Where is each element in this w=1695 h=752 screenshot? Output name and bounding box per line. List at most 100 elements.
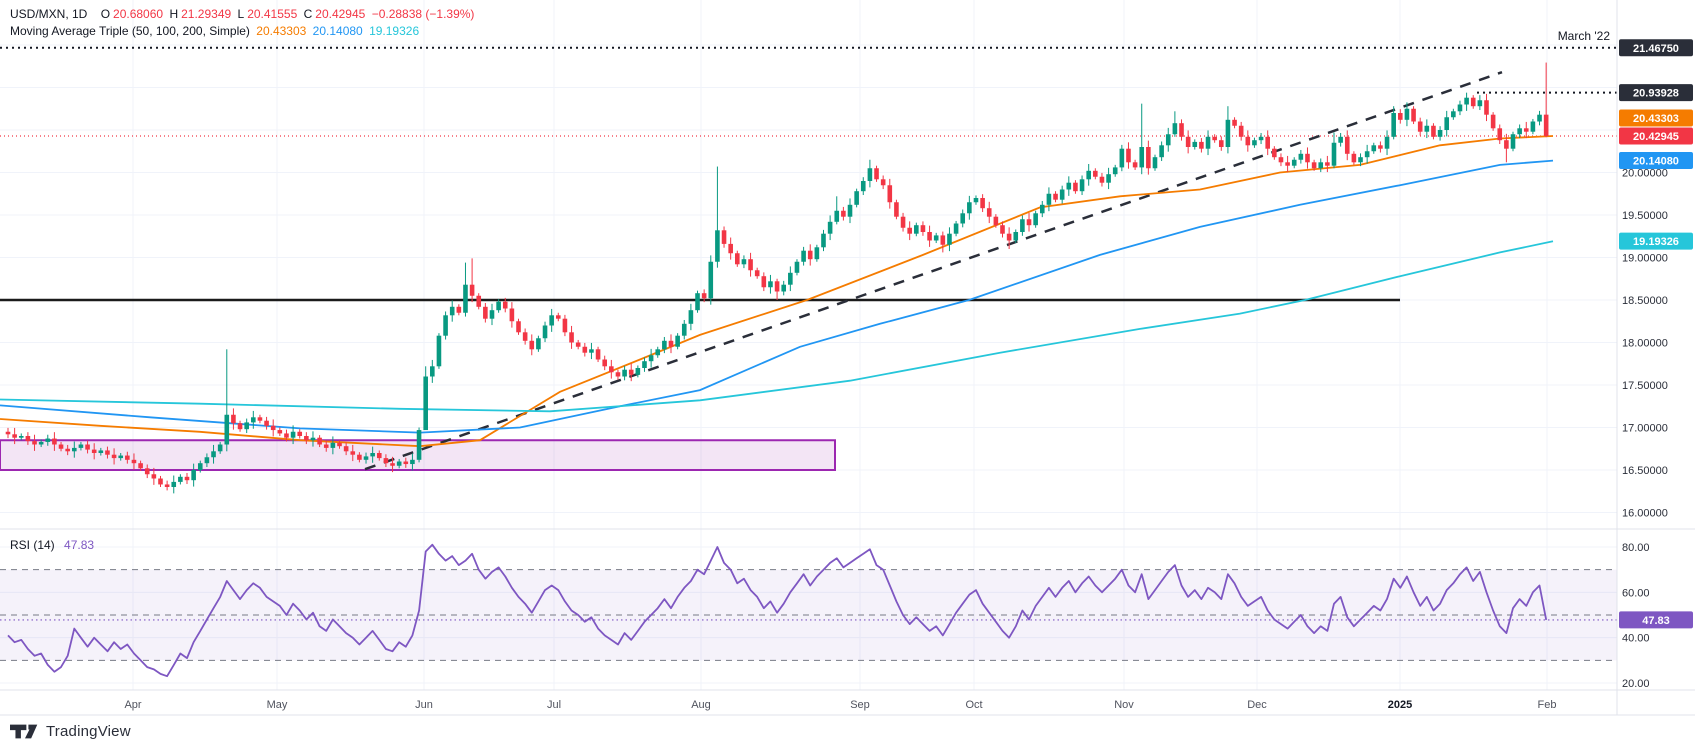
price-axis-label: 19.00000 bbox=[1622, 253, 1668, 265]
chart-legend: USD/MXN, 1D O 20.68060 H 21.29349 L 20.4155… bbox=[10, 6, 477, 40]
candle-body bbox=[1358, 157, 1363, 163]
candle-body bbox=[648, 355, 654, 362]
candle-body bbox=[1185, 136, 1191, 147]
sma-200-line[interactable] bbox=[0, 240, 1554, 413]
candle-body bbox=[244, 422, 249, 430]
candle-body bbox=[807, 250, 813, 260]
candle-body bbox=[695, 293, 700, 311]
candle-body bbox=[655, 349, 661, 356]
rsi-line[interactable] bbox=[7, 543, 1548, 678]
price-axis-label: 17.00000 bbox=[1622, 423, 1668, 435]
time-axis-label[interactable]: Oct bbox=[965, 699, 982, 711]
candle-body bbox=[794, 261, 800, 273]
candle-body bbox=[1066, 182, 1072, 190]
ascending-trendline[interactable] bbox=[364, 71, 1503, 471]
candle-body bbox=[529, 340, 535, 350]
candle-body bbox=[1086, 170, 1091, 180]
candle-body bbox=[940, 235, 946, 245]
candle-body bbox=[1218, 140, 1224, 147]
candle-body bbox=[735, 253, 740, 265]
time-axis-label[interactable]: May bbox=[267, 699, 288, 711]
price-axis-scale[interactable] bbox=[1617, 0, 1695, 715]
price-axis-label: 20.00000 bbox=[1622, 168, 1668, 180]
time-axis-label[interactable]: Aug bbox=[691, 699, 711, 711]
sma-100-line[interactable] bbox=[0, 159, 1554, 434]
candle-body bbox=[728, 243, 733, 254]
candle-body bbox=[708, 261, 714, 299]
symbol-row[interactable]: USD/MXN, 1D O 20.68060 H 21.29349 L 20.4155… bbox=[10, 6, 477, 23]
candle-body bbox=[1311, 162, 1317, 169]
price-axis-badge bbox=[1619, 152, 1693, 170]
candle-body bbox=[502, 301, 508, 309]
close-label: C bbox=[303, 7, 313, 21]
candle-body bbox=[304, 436, 309, 441]
indicator-row[interactable]: Moving Average Triple (50, 100, 200, Sim… bbox=[10, 23, 477, 40]
candle-body bbox=[595, 349, 601, 360]
candle-body bbox=[396, 461, 402, 466]
candle-body bbox=[748, 259, 753, 271]
candle-body bbox=[449, 306, 455, 316]
candle-body bbox=[1384, 136, 1390, 149]
candle-body bbox=[1371, 145, 1377, 152]
candle-body bbox=[642, 361, 647, 368]
candle-body bbox=[1119, 148, 1125, 168]
time-axis-label[interactable]: Jul bbox=[547, 699, 561, 711]
candle-body bbox=[675, 335, 680, 347]
candle-body bbox=[509, 308, 515, 322]
candle-body bbox=[622, 369, 627, 377]
candle-body bbox=[489, 310, 495, 319]
candle-body bbox=[403, 461, 409, 465]
candle-body bbox=[900, 216, 906, 228]
symbol-title[interactable]: USD/MXN, 1D bbox=[10, 7, 88, 21]
candle-body bbox=[1291, 159, 1297, 166]
candle-body bbox=[1046, 193, 1052, 205]
time-axis-label[interactable]: Dec bbox=[1247, 699, 1267, 711]
candle-body bbox=[1099, 176, 1105, 183]
candle-body bbox=[1523, 128, 1529, 132]
indicator-title[interactable]: Moving Average Triple (50, 100, 200, Sim… bbox=[10, 24, 250, 38]
candle-body bbox=[98, 450, 104, 453]
candle-body bbox=[144, 468, 150, 475]
candle-body bbox=[125, 455, 130, 460]
candle-body bbox=[635, 368, 641, 375]
candle-body bbox=[297, 431, 303, 436]
candle-body bbox=[151, 474, 157, 479]
time-axis-label[interactable]: Feb bbox=[1538, 699, 1557, 711]
rsi-title[interactable]: RSI (14) bbox=[10, 538, 55, 552]
candle-body bbox=[914, 225, 919, 234]
candle-body bbox=[1457, 104, 1463, 112]
candle-body bbox=[562, 318, 568, 333]
candle-body bbox=[78, 444, 84, 448]
candle-body bbox=[1504, 140, 1509, 149]
time-axis-label[interactable]: Jun bbox=[415, 699, 433, 711]
level-annotation-label: March '22 bbox=[1558, 29, 1611, 43]
candle-body bbox=[1106, 174, 1111, 183]
time-axis-label[interactable]: Sep bbox=[850, 699, 870, 711]
candle-body bbox=[1006, 233, 1012, 241]
candle-body bbox=[476, 295, 482, 307]
sma-50-line[interactable] bbox=[0, 135, 1554, 448]
candle-body bbox=[1146, 147, 1151, 169]
candle-body bbox=[1073, 182, 1078, 192]
candle-body bbox=[1265, 136, 1270, 149]
tradingview-logo[interactable]: TradingView bbox=[10, 723, 131, 740]
candle-body bbox=[1398, 113, 1403, 120]
candle-body bbox=[933, 235, 939, 241]
candle-body bbox=[668, 340, 674, 347]
rsi-legend[interactable]: RSI (14) 47.83 bbox=[10, 538, 94, 552]
time-axis-scale[interactable] bbox=[0, 690, 1617, 715]
time-axis-label[interactable]: Nov bbox=[1114, 699, 1134, 711]
high-label: H bbox=[169, 7, 179, 21]
candle-body bbox=[1205, 136, 1211, 149]
candle-body bbox=[1378, 145, 1383, 149]
candle-body bbox=[217, 444, 223, 452]
candle-body bbox=[58, 444, 64, 449]
time-axis-label[interactable]: Apr bbox=[124, 699, 141, 711]
candle-body bbox=[1417, 121, 1423, 132]
candle-body bbox=[443, 315, 448, 336]
rsi-axis-label: 20.00 bbox=[1622, 678, 1650, 690]
time-axis-label[interactable]: 2025 bbox=[1388, 699, 1412, 711]
candle-body bbox=[178, 476, 183, 482]
candle-body bbox=[960, 213, 966, 224]
